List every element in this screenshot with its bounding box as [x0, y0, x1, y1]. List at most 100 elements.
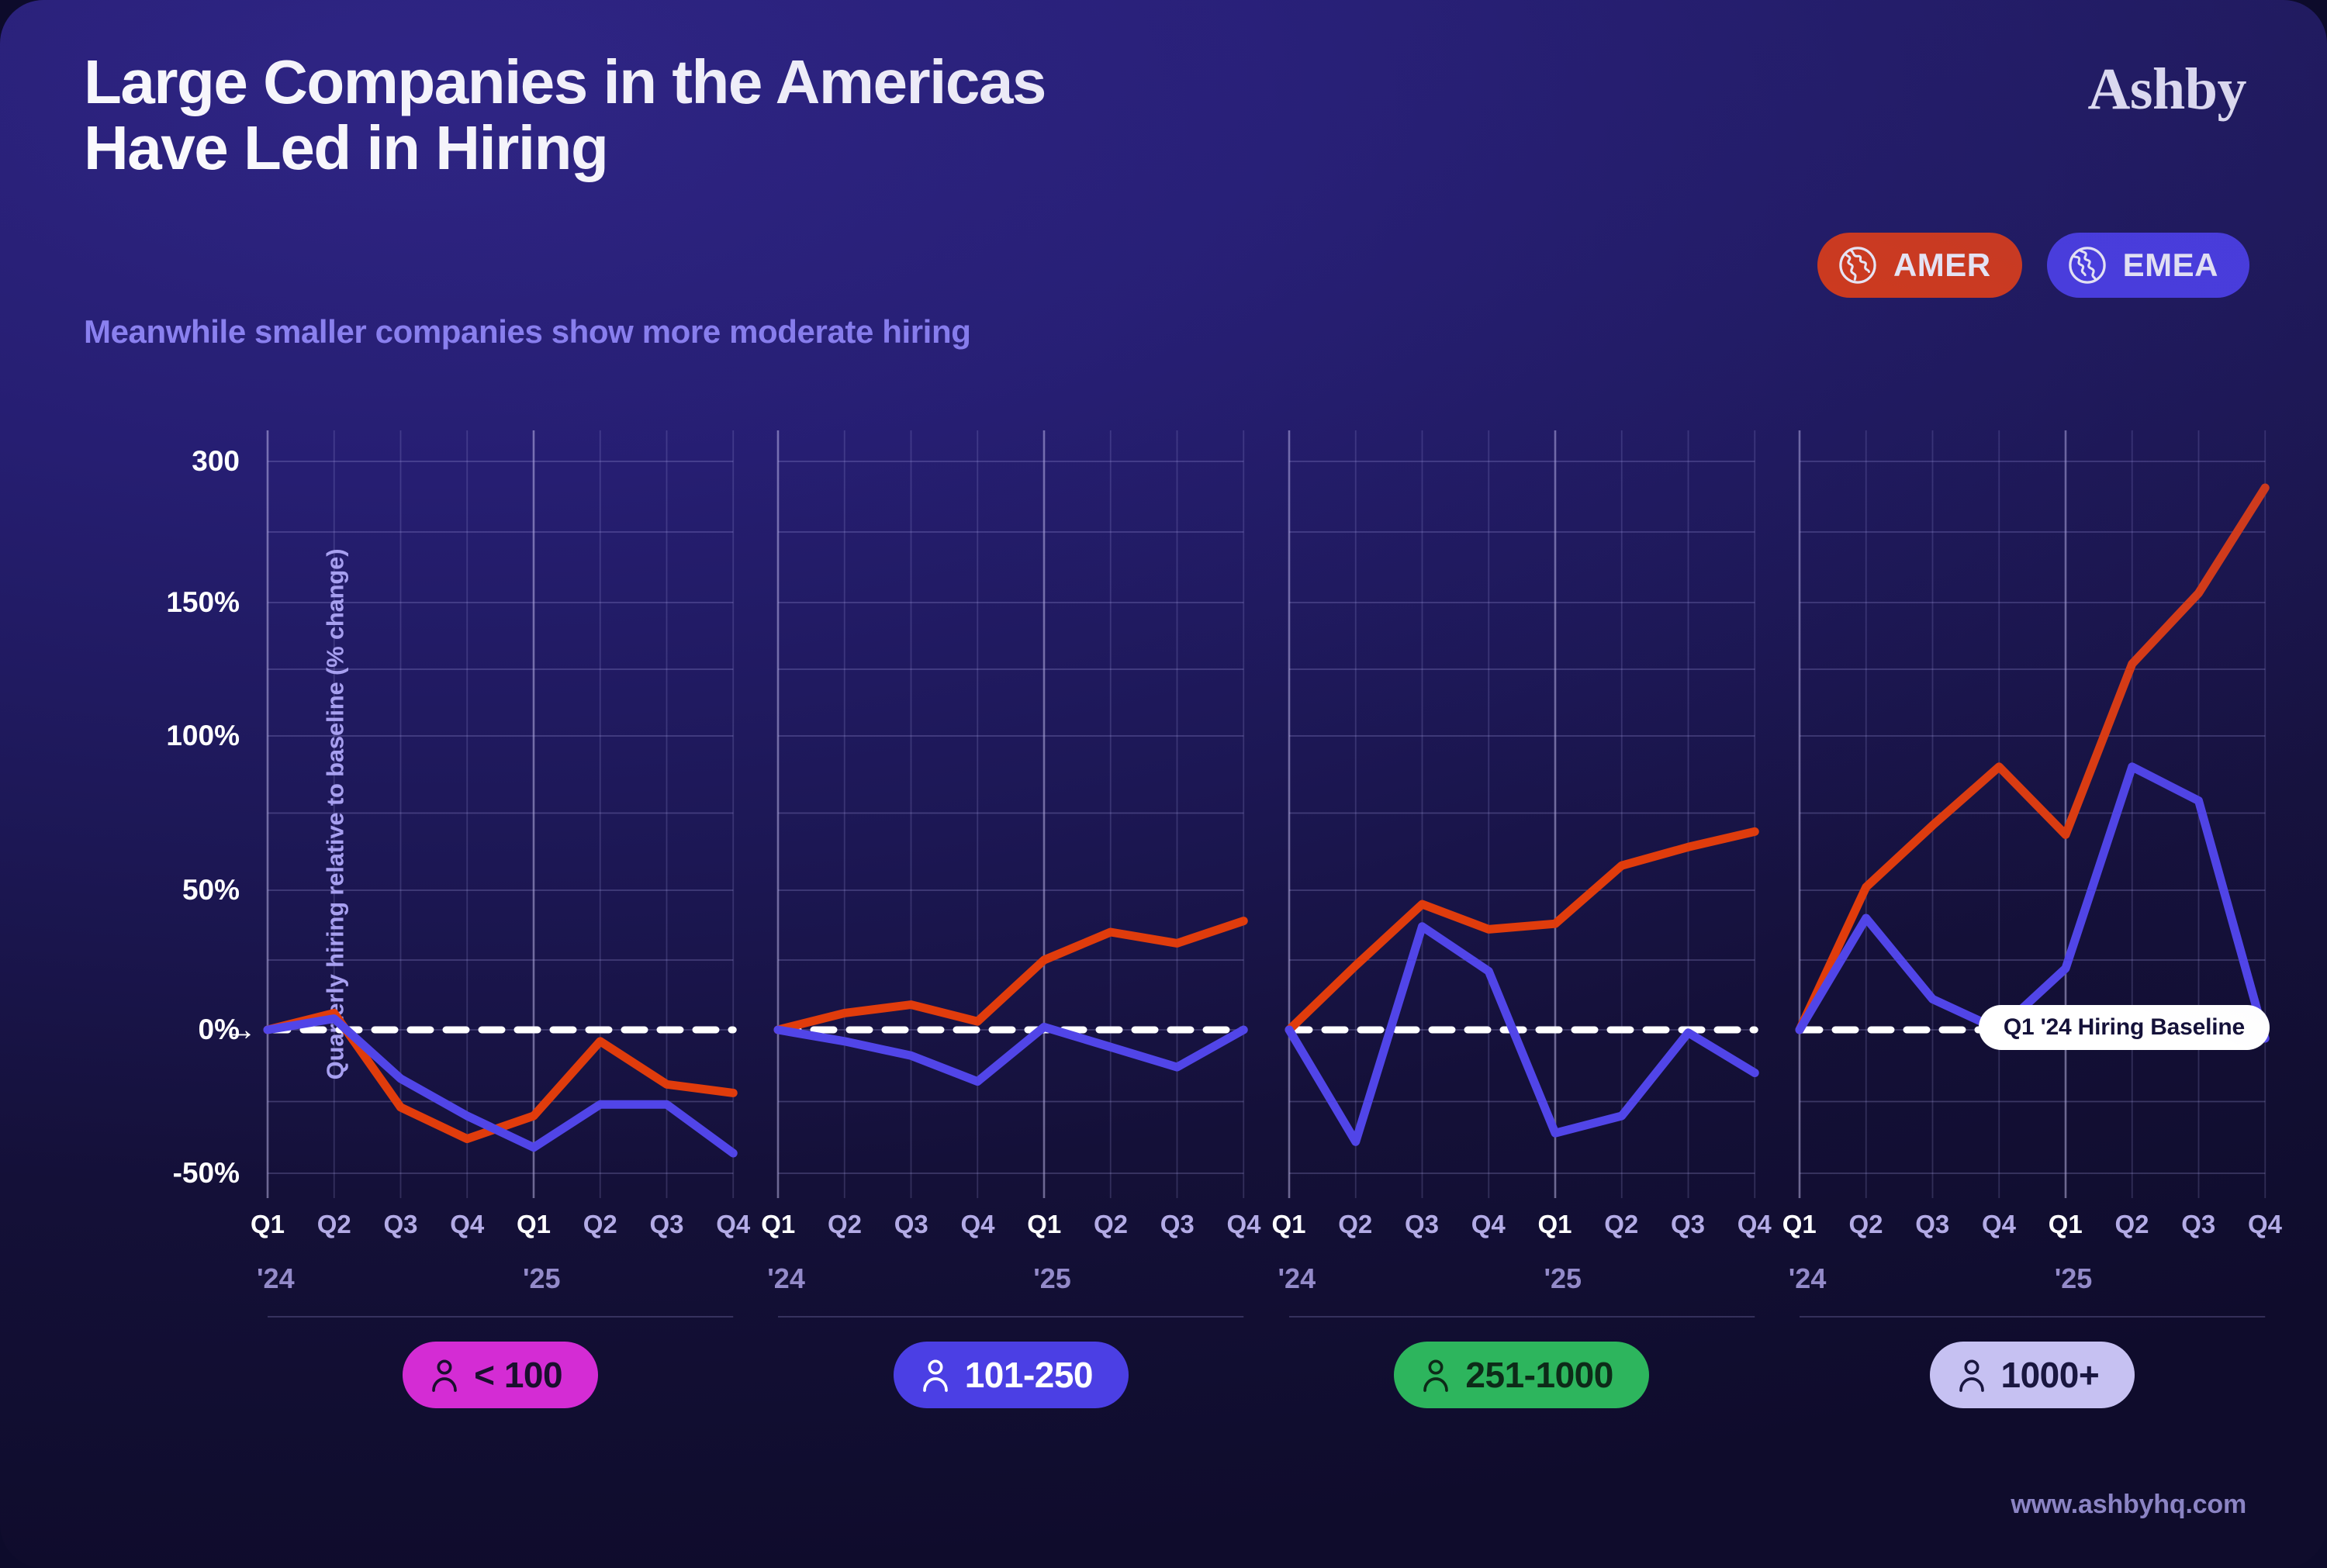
person-icon	[1956, 1357, 1987, 1393]
page-title: Large Companies in the Americas Have Led…	[84, 47, 1713, 182]
x-tick-text: Q3	[383, 1210, 418, 1238]
size-badge-label: < 100	[474, 1355, 563, 1395]
legend-chip-emea[interactable]: EMEA	[2046, 233, 2249, 298]
badge-cell: 251-1000	[1289, 1332, 1755, 1418]
x-axis-cell: Q1 Q2 Q3 Q4 Q1 Q2 Q3 Q4	[1271, 1210, 1771, 1256]
x-axis-cell: Q1 Q2 Q3 Q4 Q1 Q2 Q3 Q4	[1782, 1210, 2282, 1256]
legend-chip-amer[interactable]: AMER	[1817, 233, 2022, 298]
x-tick-text: Q3	[2181, 1210, 2216, 1238]
y-tick-neg50pct: -50%	[172, 1157, 240, 1189]
chart-panel-101-250	[778, 430, 1243, 1198]
x-tick-text: Q1	[1027, 1210, 1062, 1238]
x-axis-year-label: '24	[1278, 1262, 1316, 1294]
x-tick-text: Q2	[1604, 1210, 1639, 1238]
x-tick-text: Q2	[1848, 1210, 1883, 1238]
x-axis-year-label: '25	[522, 1262, 561, 1294]
y-tick-0pct: 0%	[198, 1014, 240, 1045]
person-icon	[429, 1357, 460, 1393]
title-line-2: Have Led in Hiring	[84, 112, 609, 182]
baseline-annotation-pill: Q1 '24 Hiring Baseline	[1978, 1005, 2270, 1050]
size-badge-101-250[interactable]: 101-250	[893, 1342, 1129, 1408]
x-tick-text: Q4	[1226, 1210, 1261, 1238]
baseline-arrow-icon: →	[226, 1013, 257, 1047]
x-tick-text: Q3	[1160, 1210, 1195, 1238]
x-tick-text: Q1	[250, 1210, 285, 1238]
x-tick-text: Q1	[1782, 1210, 1817, 1238]
y-tick-100pct: 100%	[166, 720, 240, 751]
x-tick-text: Q3	[1915, 1210, 1950, 1238]
website-url: www.ashbyhq.com	[2011, 1490, 2246, 1519]
size-badge-label: 251-1000	[1465, 1355, 1613, 1395]
x-tick-text: Q4	[1737, 1210, 1772, 1238]
x-tick-text: Q1	[2048, 1210, 2083, 1238]
x-tick-text: Q1	[1537, 1210, 1572, 1238]
x-tick-text: Q2	[1093, 1210, 1129, 1238]
x-tick-text: Q4	[1471, 1210, 1506, 1238]
size-badge-1000-[interactable]: 1000+	[1929, 1342, 2135, 1408]
series-line-amer	[1289, 831, 1755, 1030]
x-axis-year-label: '24	[257, 1262, 295, 1294]
y-tick-300: 300	[192, 445, 240, 477]
x-axis-year-label: '24	[767, 1262, 805, 1294]
x-axis-year-label: '25	[2054, 1262, 2093, 1294]
company-size-badges: < 100 101-250 251-1000 1000+	[268, 1332, 2265, 1418]
year-cell: '24 '25	[1278, 1262, 1755, 1309]
size-badge-label: 1000+	[2000, 1355, 2100, 1395]
x-tick-text: Q4	[1981, 1210, 2017, 1238]
size-badge-label: 101-250	[964, 1355, 1094, 1395]
badge-cell: 1000+	[1800, 1332, 2265, 1418]
x-axis-tick-row: Q1 Q2 Q3 Q4 Q1 Q2 Q3 Q4 Q1 Q2 Q3 Q4 Q1 Q2 Q3 Q4 Q1 Q2 Q3 Q4…	[251, 1210, 2282, 1256]
x-tick-text: Q2	[1338, 1210, 1373, 1238]
x-tick-text: Q4	[716, 1210, 751, 1238]
x-axis-cell: Q1 Q2 Q3 Q4 Q1 Q2 Q3 Q4	[251, 1210, 750, 1256]
chart-panel--100	[268, 430, 733, 1198]
person-icon	[1420, 1357, 1451, 1393]
year-cell: '24 '25	[767, 1262, 1243, 1309]
x-tick-text: Q1	[516, 1210, 551, 1238]
legend-chip-amer-label: AMER	[1893, 247, 1991, 283]
ashby-logo: Ashby	[2087, 57, 2247, 122]
x-tick-text: Q4	[960, 1210, 995, 1238]
chart-panel-251-1000	[1289, 430, 1755, 1198]
year-cell: '24 '25	[257, 1262, 733, 1309]
page-subtitle: Meanwhile smaller companies show more mo…	[84, 313, 971, 350]
globe-emea-icon	[2067, 245, 2107, 285]
series-line-emea	[778, 1027, 1243, 1081]
series-line-amer	[1800, 488, 2265, 1030]
y-tick-50pct: 50%	[182, 874, 240, 906]
x-tick-text: Q2	[2114, 1210, 2149, 1238]
x-axis-year-label: '25	[1033, 1262, 1071, 1294]
x-axis-year-row: '24 '25 '24 '25 '24 '25 '24 '25	[257, 1262, 2265, 1309]
x-tick-text: Q1	[1271, 1210, 1306, 1238]
x-axis-year-label: '24	[1788, 1262, 1827, 1294]
legend-chip-emea-label: EMEA	[2122, 247, 2218, 283]
x-tick-text: Q3	[649, 1210, 684, 1238]
series-line-amer	[778, 921, 1243, 1030]
x-axis-year-label: '25	[1544, 1262, 1582, 1294]
x-tick-text: Q2	[827, 1210, 863, 1238]
badge-cell: 101-250	[778, 1332, 1243, 1418]
series-line-emea	[1289, 927, 1755, 1142]
title-line-1: Large Companies in the Americas	[84, 47, 1046, 116]
person-icon	[920, 1357, 951, 1393]
size-badge--100[interactable]: < 100	[403, 1342, 599, 1408]
chart-panel-1000-: Q1 '24 Hiring Baseline	[1800, 430, 2270, 1198]
year-cell: '24 '25	[1789, 1262, 2265, 1309]
x-tick-text: Q4	[2247, 1210, 2283, 1238]
x-tick-text: Q1	[761, 1210, 796, 1238]
size-badge-251-1000[interactable]: 251-1000	[1394, 1342, 1649, 1408]
chart-plot-area: Quarterly hiring relative to baseline (%…	[166, 430, 2270, 1198]
x-tick-text: Q2	[316, 1210, 351, 1238]
x-tick-text: Q3	[1670, 1210, 1706, 1238]
x-tick-text: Q3	[894, 1210, 928, 1238]
series-line-emea	[268, 1019, 733, 1154]
region-legend: AMER EMEA	[1817, 233, 2249, 298]
x-tick-text: Q4	[450, 1210, 485, 1238]
x-tick-text: Q2	[583, 1210, 617, 1238]
globe-americas-icon	[1838, 245, 1878, 285]
x-tick-text: Q3	[1404, 1210, 1440, 1238]
badge-cell: < 100	[268, 1332, 733, 1418]
series-line-emea	[1800, 767, 2265, 1038]
y-tick-150pct: 150%	[166, 586, 240, 618]
